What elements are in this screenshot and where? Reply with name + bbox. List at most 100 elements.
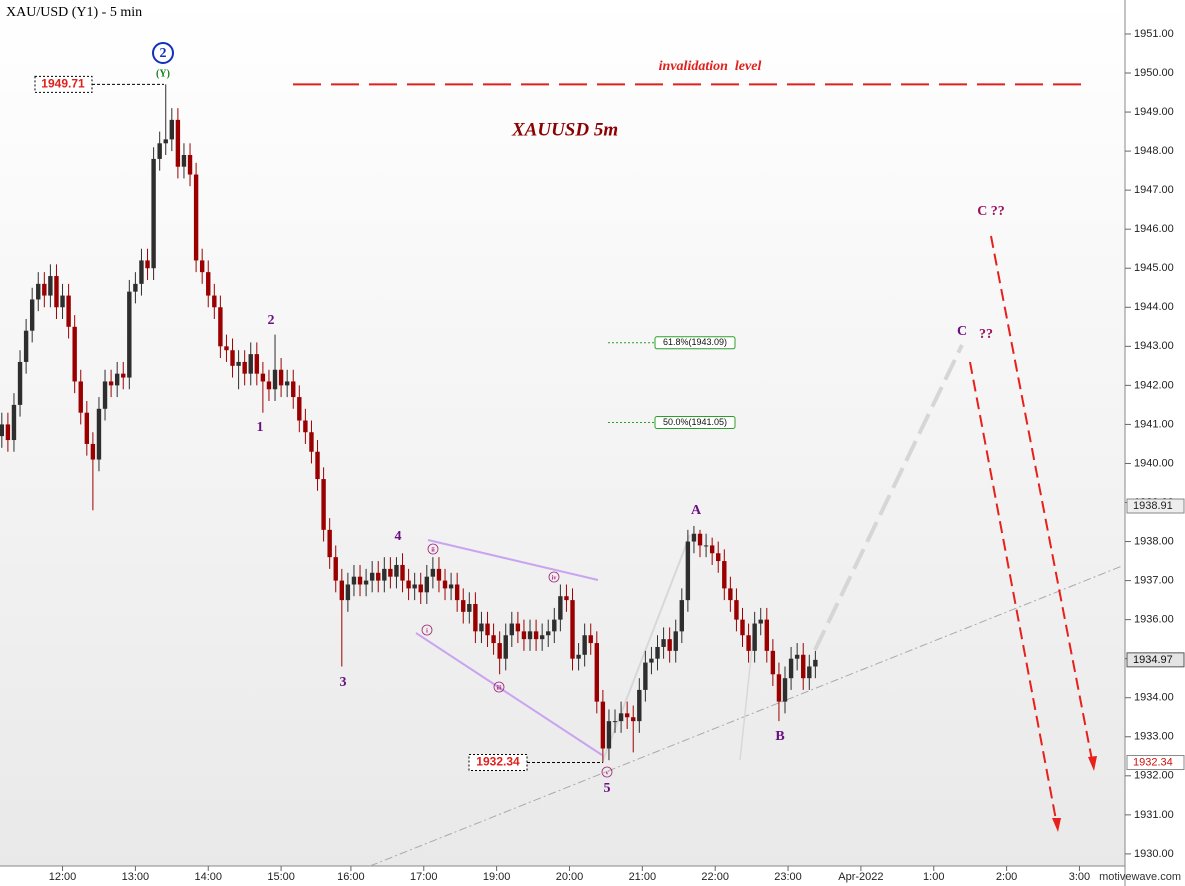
- x-tick-label: 22:00: [701, 871, 729, 883]
- y-tick-label: 1933.00: [1134, 731, 1174, 743]
- candle-body: [709, 545, 715, 554]
- wave-label: iv: [552, 575, 557, 581]
- projection-arrow: [969, 361, 1057, 821]
- candle-body: [448, 584, 454, 589]
- candle-body: [776, 674, 782, 702]
- candle-body: [102, 381, 108, 409]
- candle-body: [90, 443, 96, 460]
- candle-body: [527, 631, 533, 640]
- drawings: [369, 235, 1123, 867]
- chart-title: XAU/USD (Y1) - 5 min: [6, 5, 142, 20]
- price-tag: [1126, 755, 1185, 771]
- x-tick-label: 12:00: [49, 871, 77, 883]
- candle-body: [48, 276, 53, 296]
- wave-label: 3: [340, 675, 347, 690]
- candle-body: [272, 369, 278, 390]
- candle-body: [412, 584, 417, 589]
- candle-body: [467, 604, 472, 612]
- y-tick-label: 1951.00: [1134, 28, 1174, 40]
- candle-body: [54, 276, 59, 308]
- triangle-line: [415, 632, 603, 756]
- candle-body: [78, 381, 83, 413]
- wave-circle: [548, 571, 560, 583]
- x-tick-label: 2:00: [996, 871, 1017, 883]
- candle-body: [309, 432, 314, 452]
- wave-circle: [601, 766, 613, 778]
- candle-body: [199, 260, 205, 273]
- candle-body: [394, 564, 399, 577]
- candle-body: [266, 381, 272, 390]
- wave-circle: [427, 543, 439, 555]
- candle-body: [230, 350, 235, 366]
- candle-body: [121, 373, 126, 378]
- y-tick-label: 1941.00: [1134, 418, 1174, 430]
- wave-label: C ??: [977, 204, 1005, 219]
- wave-label: (Y): [156, 68, 170, 79]
- candle-body: [461, 600, 466, 612]
- price-tag: [1126, 652, 1185, 668]
- candle-body: [752, 623, 757, 651]
- candle-body: [424, 576, 430, 593]
- candle-body: [697, 533, 703, 546]
- wave-label: 2: [160, 46, 167, 61]
- x-tick-label: 14:00: [194, 871, 222, 883]
- candle-body: [758, 619, 763, 624]
- y-tick-label: 1930.00: [1134, 848, 1174, 860]
- candle-body: [564, 596, 569, 601]
- wave-label: ii: [431, 547, 435, 553]
- candle-body: [436, 568, 442, 581]
- candle-body: [521, 631, 527, 640]
- candle-body: [303, 420, 308, 433]
- candle-body: [570, 600, 575, 659]
- candle-body: [212, 295, 217, 308]
- candle-body: [546, 631, 551, 636]
- candle-body: [333, 557, 338, 581]
- wave-label: 4: [395, 529, 402, 544]
- candle-body: [369, 572, 375, 581]
- x-tick-label: 1:00: [923, 871, 944, 883]
- triangle-line: [427, 539, 599, 581]
- candle-body: [473, 604, 478, 632]
- arrow-head: [1052, 818, 1061, 832]
- candle-body: [242, 361, 247, 374]
- candle-body: [297, 397, 302, 421]
- candle-body: [345, 584, 351, 601]
- candle-body: [728, 588, 733, 601]
- candle-body: [582, 635, 587, 655]
- candle-body: [643, 662, 648, 690]
- candle-body: [442, 580, 448, 589]
- candle-body: [667, 639, 672, 651]
- fib-box: [654, 415, 736, 429]
- y-tick-label: 1934.00: [1134, 692, 1174, 704]
- candle-body: [248, 354, 253, 374]
- candle-body: [5, 424, 11, 441]
- wave-label: B: [775, 729, 784, 744]
- projection-line: [813, 344, 964, 651]
- wave-label: iii: [496, 685, 501, 691]
- x-tick-label: 21:00: [629, 871, 657, 883]
- y-tick-label: 1940.00: [1134, 457, 1174, 469]
- y-tick-label: 1942.00: [1134, 379, 1174, 391]
- wave-label: 2: [268, 313, 275, 328]
- y-axis-background: [1125, 0, 1185, 886]
- watermark: motivewave.com: [1099, 871, 1181, 883]
- candle-body: [127, 291, 132, 378]
- candle-body: [509, 623, 515, 636]
- wave-circle: [152, 42, 174, 64]
- candle-body: [29, 299, 35, 331]
- candle-body: [187, 155, 193, 175]
- candle-body: [782, 678, 788, 702]
- candle-body: [801, 654, 806, 679]
- candle-body: [673, 631, 678, 651]
- candle-body: [503, 635, 508, 659]
- price-tag-label: 1932.34: [1133, 756, 1173, 768]
- y-tick-label: 1938.00: [1134, 535, 1174, 547]
- wave-label: i: [426, 628, 428, 634]
- candle-body: [691, 533, 697, 542]
- candle-body: [661, 639, 666, 647]
- x-tick-label: 23:00: [774, 871, 802, 883]
- candle-body: [23, 330, 29, 362]
- candle-body: [649, 658, 654, 663]
- candle-body: [260, 373, 266, 382]
